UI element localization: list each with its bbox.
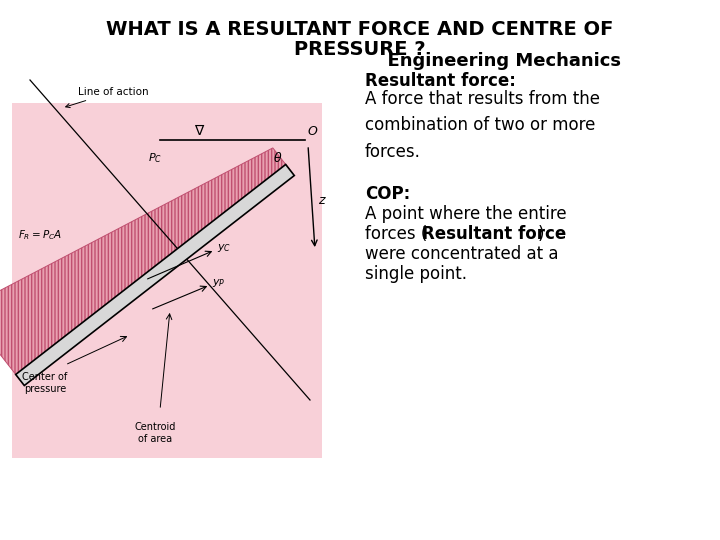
Text: PRESSURE ?: PRESSURE ? [294, 40, 426, 59]
Polygon shape [16, 165, 294, 386]
Text: Centroid
of area: Centroid of area [135, 422, 176, 443]
Polygon shape [0, 148, 290, 380]
Text: forces (: forces ( [365, 225, 427, 243]
Text: Engineering Mechanics: Engineering Mechanics [375, 52, 621, 70]
Text: $\theta$: $\theta$ [274, 151, 283, 165]
Text: single point.: single point. [365, 265, 467, 283]
Text: A point where the entire: A point where the entire [365, 205, 567, 223]
Text: $P_C$: $P_C$ [148, 151, 162, 165]
Text: z: z [318, 193, 325, 206]
Text: Center of
pressure: Center of pressure [22, 372, 68, 394]
Text: ): ) [538, 225, 544, 243]
Bar [12, 103, 322, 458]
Text: $y_P$: $y_P$ [212, 277, 225, 289]
Text: WHAT IS A RESULTANT FORCE AND CENTRE OF: WHAT IS A RESULTANT FORCE AND CENTRE OF [107, 20, 613, 39]
Text: A force that results from the
combination of two or more
forces.: A force that results from the combinatio… [365, 90, 600, 161]
Text: $\nabla$: $\nabla$ [194, 123, 206, 138]
Text: COP:: COP: [365, 185, 410, 203]
Text: $F_R = P_C A$: $F_R = P_C A$ [18, 228, 62, 242]
Text: Line of action: Line of action [66, 87, 148, 107]
Text: Resultant force: Resultant force [422, 225, 566, 243]
Text: Resultant force:: Resultant force: [365, 72, 516, 90]
Text: $y_C$: $y_C$ [217, 242, 231, 254]
Text: were concentrated at a: were concentrated at a [365, 245, 559, 263]
Text: O: O [308, 125, 318, 138]
